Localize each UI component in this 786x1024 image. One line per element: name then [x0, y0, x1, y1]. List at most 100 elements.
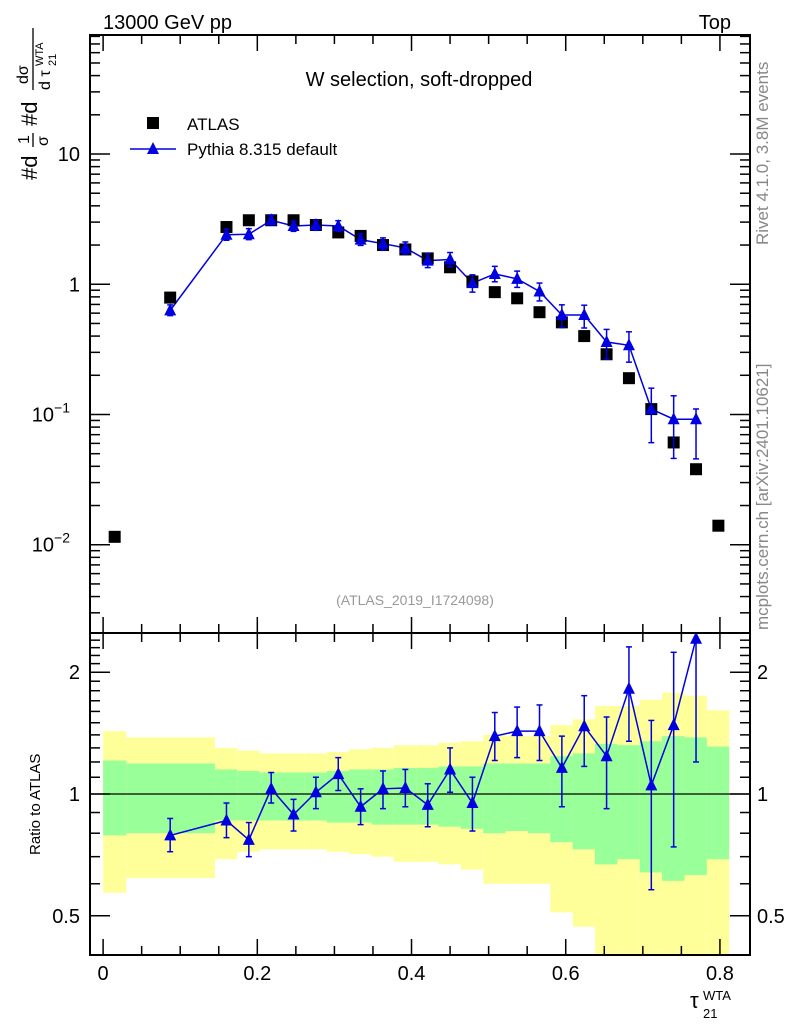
ylabel-sup: WTA	[34, 42, 46, 66]
ratio-point	[578, 719, 591, 732]
x-tick-label: 0	[98, 963, 109, 985]
ylabel-dtau: d τ	[37, 70, 54, 90]
atlas-point	[220, 221, 233, 234]
ratio-uncertainty-bands	[90, 692, 750, 955]
pythia-point	[164, 303, 177, 316]
pythia-point	[667, 412, 680, 425]
ratio-point	[488, 729, 501, 742]
ratio-point	[309, 785, 322, 798]
x-tick-label: 0.4	[398, 963, 426, 985]
green-band-bin	[326, 770, 350, 823]
ratio-point	[421, 797, 434, 810]
ylabel-hash-d2: #d	[17, 102, 42, 126]
header-right: Top	[699, 12, 731, 34]
x-tick-label: 0.2	[243, 963, 271, 985]
ratio-point	[332, 767, 345, 780]
green-band-bin	[706, 746, 730, 860]
pythia-point	[622, 338, 635, 351]
ratio-point	[533, 724, 546, 737]
ratio-plot-frame	[89, 632, 751, 956]
ratio-point	[220, 813, 233, 826]
pythia-point	[354, 232, 367, 245]
pythia-point	[444, 252, 457, 265]
y-axis-label: #d 1 σ #d dσ d τ 21 WTA	[15, 28, 59, 180]
pythia-point	[511, 271, 524, 284]
ratio-point	[555, 760, 568, 773]
atlas-point	[164, 291, 177, 304]
ratio-point	[164, 828, 177, 841]
ratio-point	[645, 778, 658, 791]
green-band-bin	[438, 766, 461, 827]
ratio-y-axis-label: Ratio to ATLAS	[27, 754, 44, 855]
pythia-point	[242, 227, 255, 240]
analysis-id: (ATLAS_2019_I1724098)	[336, 592, 494, 608]
ratio-y-tick-label-right: 1	[757, 784, 768, 806]
ratio-point	[600, 749, 613, 762]
rivet-version-text: Rivet 4.1.0, 3.8M events	[753, 62, 772, 245]
pythia-point	[399, 240, 412, 253]
ratio-point	[690, 631, 703, 644]
ylabel-one: 1	[16, 135, 33, 144]
pythia-point	[533, 284, 546, 297]
atlas-point	[533, 306, 546, 319]
y-tick-label: 10	[58, 144, 80, 166]
green-band-bin	[103, 760, 127, 836]
legend-pythia-marker	[147, 142, 159, 154]
data-marks	[108, 213, 725, 891]
ratio-point	[376, 781, 389, 794]
ratio-point	[399, 780, 412, 793]
atlas-point	[511, 292, 524, 305]
green-band-bin	[483, 763, 506, 834]
atlas-point	[712, 519, 725, 532]
green-band-bin	[684, 737, 707, 876]
ylabel-dsigma: dσ	[15, 65, 32, 84]
ratio-y-tick-label: 2	[69, 662, 80, 684]
pythia-point	[466, 276, 479, 289]
pythia-point	[287, 219, 300, 232]
green-band-bin	[505, 763, 528, 832]
pythia-line	[169, 219, 697, 420]
ratio-y-tick-label: 1	[69, 784, 80, 806]
legend-atlas-label: ATLAS	[187, 115, 240, 134]
atlas-point	[690, 463, 703, 476]
ratio-point	[265, 781, 278, 794]
green-band-bin	[527, 763, 551, 834]
ratio-point	[444, 762, 457, 775]
ylabel-sigma: σ	[35, 136, 52, 146]
green-band-bin	[572, 753, 596, 850]
ratio-point	[622, 681, 635, 694]
pythia-point	[421, 253, 434, 266]
pythia-point	[555, 308, 568, 321]
legend: ATLAS Pythia 8.315 default	[130, 115, 338, 159]
y-tick-label: 10−1	[32, 399, 70, 426]
atlas-point	[108, 530, 121, 543]
pythia-point	[309, 218, 322, 231]
axis-ticks: 0 0.2 0.4 0.6 0.8 10−2 10−1 1 10 0.5 0.5 1 1 2 2	[32, 35, 785, 985]
legend-atlas-marker	[147, 117, 159, 129]
pythia-point	[600, 335, 613, 348]
xlabel-tau: τ	[690, 988, 699, 1013]
pythia-point	[645, 402, 658, 415]
y-tick-label: 10−2	[32, 530, 70, 557]
x-tick-label: 0.8	[706, 963, 734, 985]
ratio-point	[511, 724, 524, 737]
x-axis-label: τ 21 WTA	[690, 988, 731, 1021]
ratio-point	[242, 832, 255, 845]
pythia-point	[578, 308, 591, 321]
header-left: 13000 GeV pp	[103, 12, 232, 34]
plot-title: W selection, soft-dropped	[306, 69, 533, 91]
pythia-point	[265, 213, 278, 226]
mcplots-text: mcplots.cern.ch [arXiv:2401.10621]	[753, 364, 772, 630]
atlas-point	[242, 214, 255, 227]
pythia-point	[332, 219, 345, 232]
pythia-point	[690, 412, 703, 425]
x-tick-label: 0.6	[552, 963, 580, 985]
atlas-point	[488, 286, 501, 299]
ratio-y-tick-label-right: 2	[757, 662, 768, 684]
ratio-point	[354, 799, 367, 812]
legend-pythia-label: Pythia 8.315 default	[187, 140, 338, 159]
ratio-y-tick-label-right: 0.5	[757, 906, 785, 928]
green-band-bin	[617, 745, 640, 860]
pythia-point	[376, 236, 389, 249]
